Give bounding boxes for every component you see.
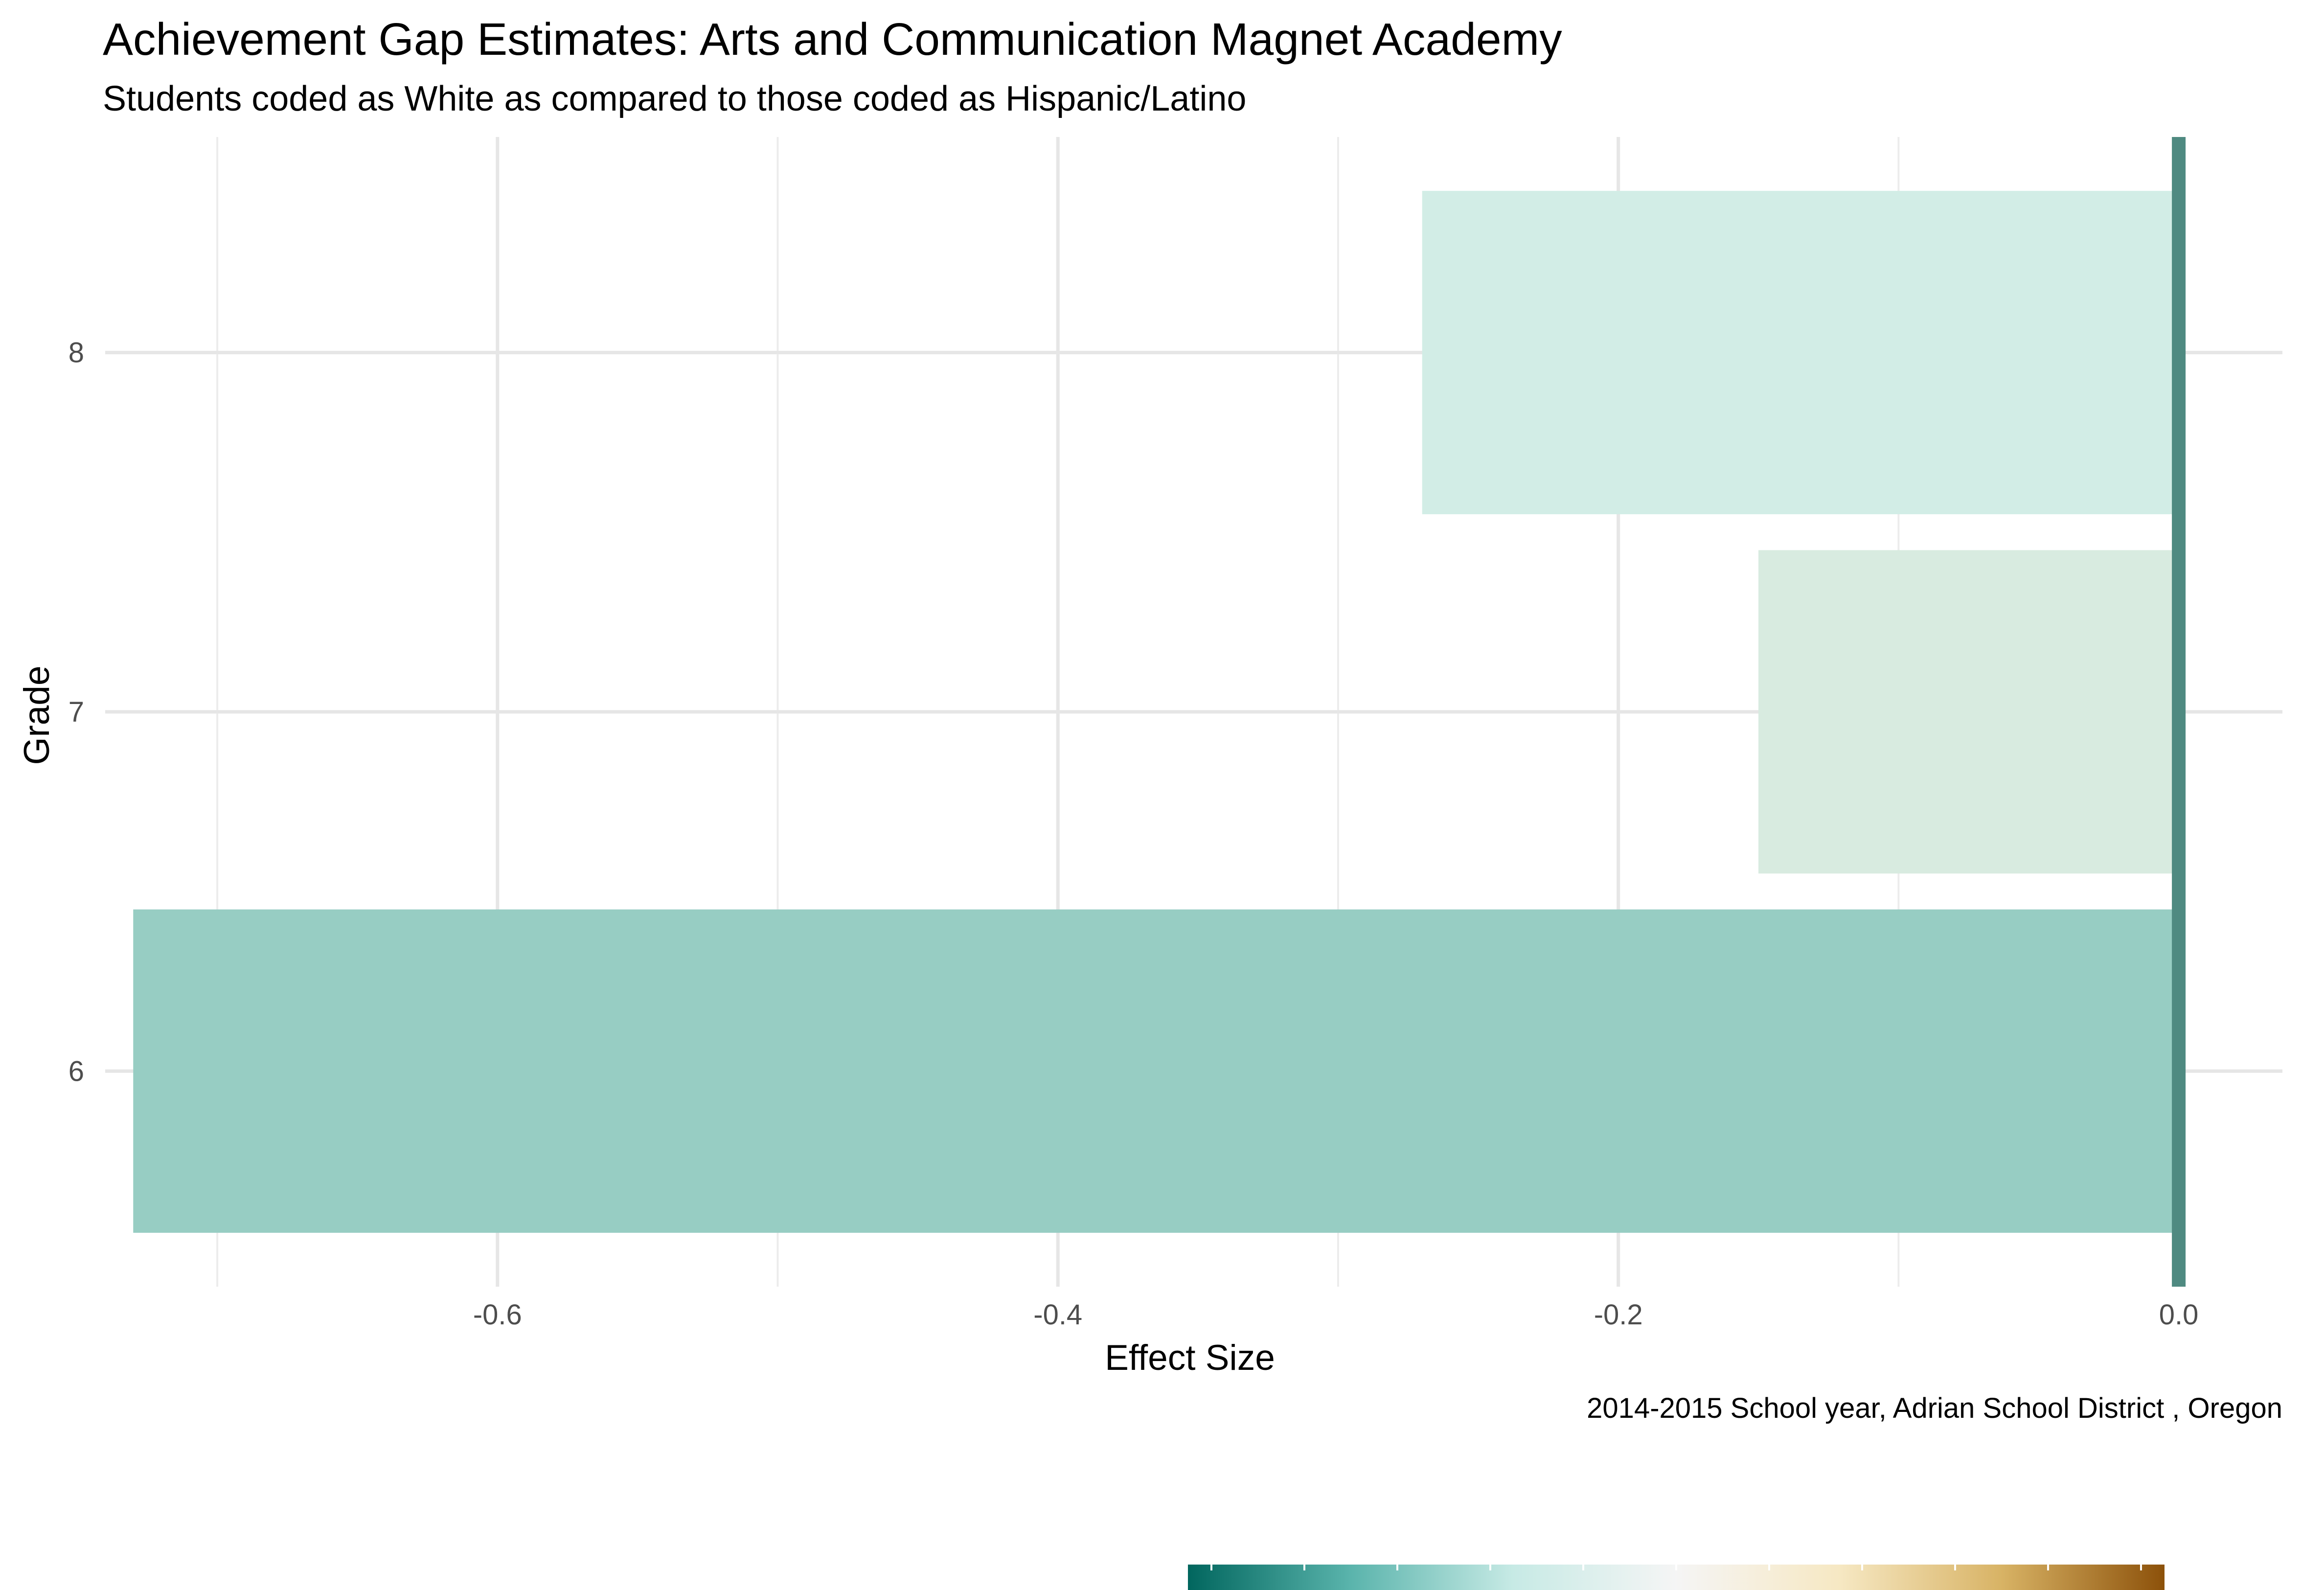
x-tick-label: -0.2 — [1594, 1299, 1643, 1331]
bars — [133, 191, 2179, 1233]
bar-grade-7 — [1758, 550, 2179, 874]
x-axis-title: Effect Size — [1105, 1338, 1275, 1378]
x-tick-label: 0.0 — [2159, 1299, 2199, 1331]
y-tick-label: 6 — [68, 1055, 84, 1087]
chart-caption: 2014-2015 School year, Adrian School Dis… — [1587, 1392, 2282, 1424]
x-axis-ticks: -0.6 -0.4 -0.2 0.0 — [473, 1299, 2199, 1331]
bar-grade-6 — [133, 909, 2179, 1233]
color-legend — [1188, 1565, 2165, 1590]
chart-subtitle: Students coded as White as compared to t… — [103, 79, 1246, 118]
x-tick-label: -0.6 — [473, 1299, 522, 1331]
y-tick-label: 8 — [68, 337, 84, 369]
bar-grade-8 — [1422, 191, 2179, 515]
reference-line-group — [2172, 137, 2186, 1287]
x-tick-label: -0.4 — [1033, 1299, 1082, 1331]
chart-title: Achievement Gap Estimates: Arts and Comm… — [103, 14, 1562, 65]
y-tick-label: 7 — [68, 696, 84, 728]
y-axis-ticks: 6 7 8 — [68, 337, 84, 1088]
y-axis-title: Grade — [17, 666, 57, 765]
zero-reference-line — [2172, 137, 2186, 1287]
